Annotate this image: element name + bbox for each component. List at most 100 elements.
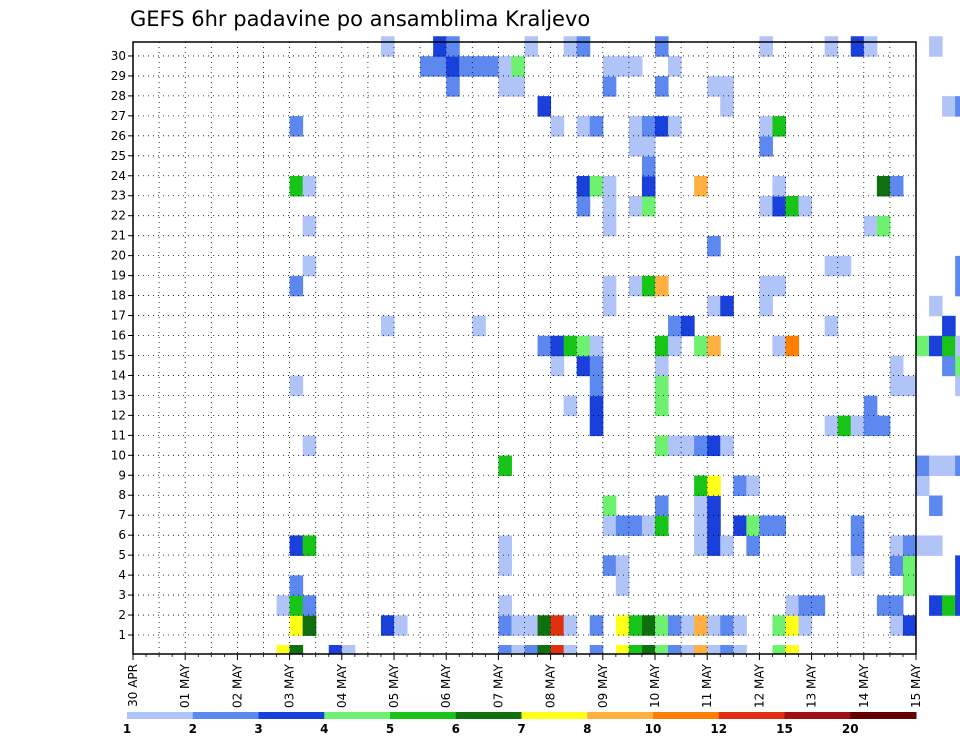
heatmap-cell xyxy=(628,56,643,77)
heatmap-cell xyxy=(576,355,591,377)
heatmap-cell xyxy=(668,645,682,654)
heatmap-cell xyxy=(955,555,960,576)
heatmap-cell xyxy=(302,595,317,616)
x-tick-label: 30 APR xyxy=(126,664,140,707)
heatmap-cell xyxy=(694,515,708,536)
heatmap-cell xyxy=(576,176,591,197)
grid-lines xyxy=(133,42,916,654)
heatmap-cell xyxy=(916,535,930,556)
heatmap-cell xyxy=(889,355,904,377)
heatmap-cell xyxy=(694,535,708,556)
heatmap-cell xyxy=(746,515,760,536)
heatmap-cell xyxy=(733,615,747,636)
heatmap-cell xyxy=(485,56,499,77)
heatmap-cell xyxy=(655,515,669,536)
heatmap-cell xyxy=(772,195,786,217)
heatmap-cell xyxy=(589,645,604,654)
y-tick-label: 25 xyxy=(111,149,126,163)
legend-label: 7 xyxy=(517,722,525,736)
heatmap-cell xyxy=(929,455,943,477)
heatmap-cell xyxy=(876,595,891,616)
y-tick-label: 1 xyxy=(118,628,126,642)
heatmap-cell xyxy=(694,615,708,636)
x-tick-label: 11 MAY xyxy=(700,663,714,708)
heatmap-cell xyxy=(615,615,630,636)
y-tick-label: 4 xyxy=(118,568,126,582)
heatmap-cell xyxy=(576,335,591,357)
heatmap-cell xyxy=(681,435,695,457)
heatmap-cell xyxy=(707,76,721,97)
heatmap-cell xyxy=(707,235,721,257)
y-tick-label: 15 xyxy=(111,348,126,362)
heatmap-cell xyxy=(733,475,747,496)
heatmap-cell xyxy=(550,615,565,636)
heatmap-cell xyxy=(615,515,630,536)
heatmap-cell xyxy=(655,495,669,516)
heatmap-cell xyxy=(524,36,539,57)
heatmap-cell xyxy=(798,595,813,616)
heatmap-cell xyxy=(589,355,604,377)
y-tick-label: 26 xyxy=(111,129,126,143)
heatmap-cell xyxy=(707,335,721,357)
heatmap-cell xyxy=(668,435,682,457)
heatmap-cell xyxy=(668,615,682,636)
y-tick-label: 9 xyxy=(118,468,126,482)
heatmap-cell xyxy=(289,645,304,654)
heatmap-cell xyxy=(707,435,721,457)
y-tick-label: 29 xyxy=(111,69,126,83)
heatmap-cell xyxy=(759,136,773,157)
heatmap-cell xyxy=(707,515,721,536)
y-tick-label: 7 xyxy=(118,508,126,522)
y-tick-label: 5 xyxy=(118,548,126,562)
heatmap-cell xyxy=(850,555,865,576)
heatmap-cell xyxy=(628,515,643,536)
y-tick-label: 17 xyxy=(111,309,126,323)
heatmap-cell xyxy=(289,595,304,616)
legend-swatch xyxy=(192,712,259,719)
heatmap-cell xyxy=(772,176,786,197)
heatmap-cell xyxy=(615,56,630,77)
heatmap-cell xyxy=(850,515,865,536)
heatmap-cell xyxy=(446,36,460,57)
heatmap-cell xyxy=(694,435,708,457)
x-tick-label: 03 MAY xyxy=(283,663,297,708)
x-tick-label: 15 MAY xyxy=(909,663,923,708)
x-tick-label: 06 MAY xyxy=(439,663,453,708)
heatmap-cell xyxy=(446,76,460,97)
heatmap-cell xyxy=(772,515,786,536)
heatmap-cell xyxy=(668,315,682,337)
heatmap-cell xyxy=(759,195,773,217)
heatmap-cell xyxy=(576,36,591,57)
heatmap-cell xyxy=(276,645,291,654)
heatmap-cell xyxy=(289,116,304,137)
heatmap-cell xyxy=(289,275,304,297)
heatmap-cell xyxy=(955,275,960,297)
heatmap-cell xyxy=(681,315,695,337)
heatmap-cell xyxy=(720,615,734,636)
heatmap-cell xyxy=(446,56,460,77)
heatmap-cell xyxy=(550,116,565,137)
y-tick-label: 20 xyxy=(111,249,126,263)
legend-label: 15 xyxy=(776,722,793,736)
heatmap-cell xyxy=(772,335,786,357)
legend-swatch xyxy=(718,712,785,719)
heatmap-cell xyxy=(798,615,813,636)
heatmap-cell xyxy=(302,615,317,636)
heatmap-cell xyxy=(498,595,512,616)
y-tick-label: 30 xyxy=(111,49,126,63)
heatmap-cell xyxy=(785,195,800,217)
heatmap-cell xyxy=(772,116,786,137)
legend-swatch xyxy=(390,712,457,719)
heatmap-cell xyxy=(537,96,552,117)
heatmap-cell xyxy=(863,215,878,237)
heatmap-cell xyxy=(655,395,669,417)
heatmap-cell xyxy=(889,176,904,197)
x-tick-label: 04 MAY xyxy=(335,663,349,708)
heatmap-cell xyxy=(498,645,512,654)
heatmap-cell xyxy=(902,555,917,576)
heatmap-cell xyxy=(889,375,904,397)
x-tick-label: 12 MAY xyxy=(752,663,766,708)
legend-swatch xyxy=(653,712,720,719)
y-tick-label: 28 xyxy=(111,89,126,103)
heatmap-cell xyxy=(433,36,447,57)
